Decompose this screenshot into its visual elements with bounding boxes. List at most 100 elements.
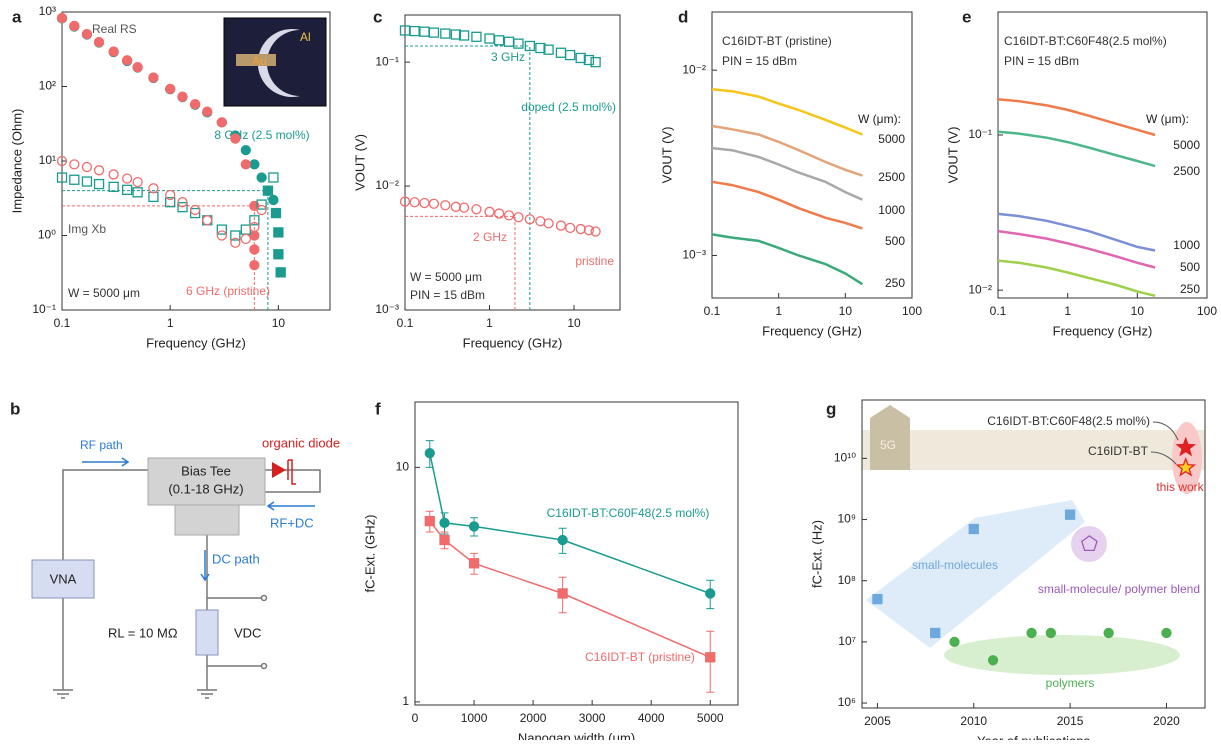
data-point: [543, 44, 554, 55]
ground: [197, 689, 217, 699]
y-tick-label: 10⁷: [838, 634, 856, 648]
data-point: [583, 54, 595, 66]
annotation: this work: [1156, 480, 1204, 494]
series-label: small-molecules: [912, 558, 998, 572]
data-point: [202, 215, 213, 226]
annotation: W (μm):: [858, 112, 901, 126]
data-point: [108, 46, 119, 57]
arrow: [266, 501, 315, 511]
data-point: [268, 172, 279, 183]
data-point: [230, 237, 241, 248]
data-point: [230, 230, 241, 241]
data-point: [148, 183, 159, 194]
series-label: 5000: [1173, 138, 1200, 152]
y-tick-label: 1: [402, 694, 409, 708]
x-tick-label: 2020: [1153, 714, 1180, 728]
panel-label: a: [12, 7, 22, 26]
data-point: [1045, 627, 1056, 639]
data-point: [93, 36, 105, 48]
series-label: C16IDT-BT:C60F48(2.5 mol%): [987, 414, 1150, 428]
data-point: [930, 627, 941, 639]
data-point: [216, 224, 227, 235]
plot-frame: [404, 14, 621, 311]
data-point: [399, 196, 411, 207]
diagram-label: RF+DC: [270, 515, 314, 530]
y-tick-label: 10⁹: [838, 512, 857, 526]
diagram-label: VDC: [234, 625, 261, 640]
pointer: [1150, 451, 1177, 465]
data-point: [249, 159, 260, 170]
data-point: [121, 55, 133, 66]
x-axis-title: Year of publications: [977, 733, 1090, 740]
diagram-label: RF path: [80, 438, 123, 452]
x-tick-label: 0: [412, 711, 419, 725]
annotation: C16IDT-BT:C60F48(2.5 mol%): [1004, 34, 1167, 48]
data-point: [524, 214, 535, 225]
data-point: [439, 534, 450, 546]
y-tick-label: 10⁻²: [375, 178, 399, 192]
data-point: [81, 161, 93, 173]
x-tick-label: 1: [167, 316, 174, 330]
y-tick-label: 10⁰: [38, 228, 56, 242]
data-point: [471, 31, 482, 42]
data-point: [216, 117, 227, 128]
data-point: [177, 202, 188, 213]
data-point: [273, 227, 284, 238]
annotation: Real RS: [92, 22, 137, 36]
data-point: [56, 172, 68, 183]
ground: [53, 689, 73, 699]
data-point: [458, 202, 470, 213]
data-point: [202, 106, 213, 117]
series-line: [711, 87, 863, 136]
data-point: [121, 173, 133, 184]
y-tick-label: 10⁻²: [968, 282, 992, 296]
data-point: [249, 215, 260, 226]
x-axis-title: Nanogap width (μm): [518, 730, 635, 740]
series-line: [711, 146, 863, 201]
data-point: [93, 178, 105, 190]
data-point: [249, 244, 260, 255]
data-point: [69, 20, 80, 32]
panel-label: c: [373, 7, 382, 26]
data-point: [230, 133, 241, 144]
data-point: [165, 189, 176, 201]
data-point: [555, 220, 567, 231]
data-point: [468, 521, 480, 532]
data-point: [165, 83, 176, 94]
data-point: [1103, 627, 1114, 639]
x-tick-label: 10: [272, 316, 286, 330]
y-tick-label: 10²: [39, 79, 56, 93]
data-point: [565, 222, 576, 234]
data-point: [249, 230, 260, 241]
series-label: 2500: [878, 170, 905, 184]
data-point: [81, 28, 93, 40]
annotation: Au: [252, 54, 267, 68]
x-tick-label: 10: [839, 304, 853, 318]
series-label: doped (2.5 mol%): [521, 100, 616, 114]
data-point: [216, 230, 227, 241]
series-label: polymers: [1046, 676, 1095, 690]
annotation: W = 5000 μm: [410, 270, 482, 284]
series-label: 500: [885, 234, 905, 248]
data-point: [484, 33, 495, 44]
y-tick-label: 10⁻¹: [32, 302, 56, 316]
y-tick-label: 10⁻²: [682, 62, 706, 76]
data-point: [132, 177, 143, 188]
series-line: [429, 520, 711, 658]
arrow: [82, 457, 130, 467]
data-point: [409, 197, 420, 208]
y-tick-label: 10: [396, 460, 410, 474]
x-tick-label: 0.1: [704, 304, 721, 318]
series-label: C16IDT-BT:C60F48(2.5 mol%): [547, 506, 710, 520]
inset-electrode: [257, 29, 300, 97]
data-point: [256, 172, 267, 183]
data-point: [189, 207, 201, 219]
data-point: [428, 198, 440, 209]
data-point: [968, 523, 979, 535]
series-label: 1000: [1173, 238, 1200, 252]
y-tick-label: 10⁻³: [375, 302, 399, 316]
blob-polymers: [944, 635, 1180, 675]
bias-tee-box: [147, 457, 266, 506]
annotation: 5G: [880, 438, 896, 452]
